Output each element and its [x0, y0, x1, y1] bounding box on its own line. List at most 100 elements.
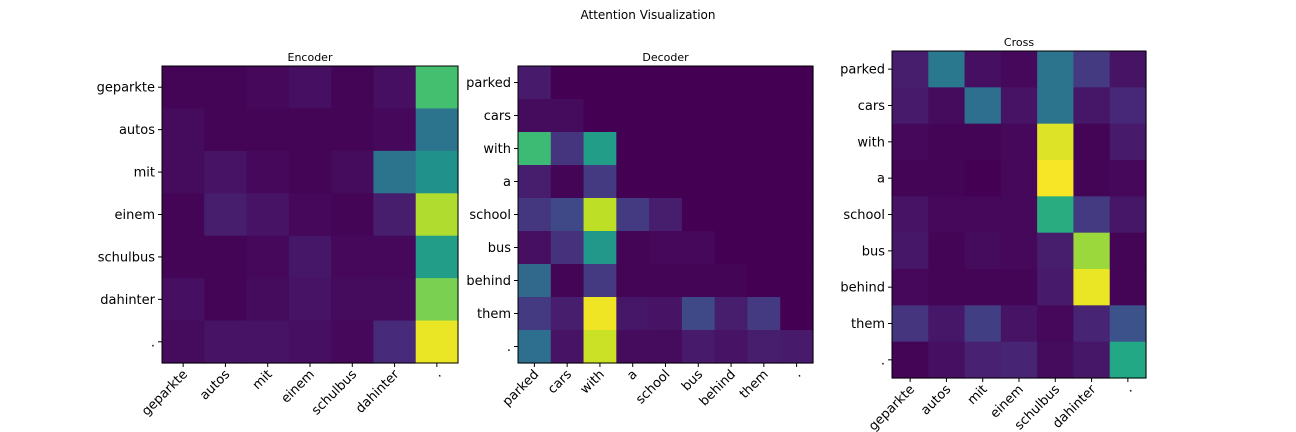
heatmap-cell: [714, 198, 749, 232]
x-tick-label: .: [431, 367, 445, 381]
heatmap-cell: [892, 232, 929, 270]
x-tick-label: geparkte: [866, 382, 918, 432]
encoder-heatmap: Encodergeparkteautosmiteinemschulbusdahi…: [97, 51, 459, 419]
heatmap-cell: [1000, 160, 1038, 197]
heatmap-cell: [162, 320, 205, 364]
heatmap-cell: [204, 108, 248, 152]
heatmap-cell: [288, 193, 332, 237]
heatmap-cell: [780, 297, 814, 331]
heatmap-cell: [518, 330, 552, 364]
heatmap-cell: [964, 196, 1002, 234]
heatmap-cell: [162, 235, 205, 279]
heatmap-cell: [1109, 87, 1147, 125]
heatmap-cell: [780, 132, 814, 166]
heatmap-cell: [1000, 87, 1038, 125]
heatmap-cell: [550, 66, 585, 100]
y-tick-label: school: [469, 208, 511, 223]
heatmap-cell: [550, 297, 585, 331]
heatmap-cell: [204, 278, 248, 322]
heatmap-cell: [747, 231, 781, 265]
heatmap-cell: [204, 66, 248, 110]
heatmap-cell: [1037, 269, 1075, 306]
heatmap-cell: [714, 297, 749, 331]
heatmap-cell: [964, 123, 1002, 161]
y-tick-label: schulbus: [98, 250, 156, 265]
heatmap-cell: [964, 305, 1002, 343]
heatmap-cell: [550, 132, 585, 166]
heatmap-cell: [1109, 305, 1147, 343]
heatmap-cell: [550, 198, 585, 232]
y-tick-label: them: [851, 317, 885, 332]
heatmap-cell: [246, 320, 290, 364]
heatmap-cell: [681, 165, 716, 199]
heatmap-cell: [649, 66, 683, 100]
heatmap-cell: [518, 165, 552, 199]
heatmap-cell: [1000, 196, 1038, 234]
heatmap-cell: [1000, 341, 1038, 379]
heatmap-cell: [780, 66, 814, 100]
heatmap-cell: [964, 232, 1002, 270]
y-tick-label: .: [507, 340, 511, 355]
heatmap-cell: [1000, 232, 1038, 270]
figure-title: Attention Visualization: [581, 8, 716, 22]
y-tick-label: .: [881, 353, 885, 368]
heatmap-cell: [928, 160, 966, 197]
heatmap-cell: [616, 264, 650, 298]
heatmap-cell: [246, 150, 290, 194]
heatmap-cell: [747, 198, 781, 232]
x-tick-label: behind: [697, 367, 739, 409]
heatmap-cell: [583, 330, 617, 364]
y-tick-label: einem: [114, 208, 155, 223]
heatmap-cell: [518, 264, 552, 298]
y-tick-label: bus: [488, 241, 511, 256]
heatmap-cell: [1073, 196, 1111, 234]
heatmap-cell: [1073, 341, 1111, 379]
x-tick-label: autos: [918, 382, 954, 418]
heatmap-cell: [518, 231, 552, 265]
heatmap-cell: [649, 198, 683, 232]
heatmap-cell: [780, 330, 814, 364]
x-tick-label: schulbus: [309, 367, 360, 418]
y-tick-label: autos: [119, 123, 155, 138]
y-tick-label: school: [843, 208, 885, 223]
heatmap-cell: [204, 150, 248, 194]
heatmap-cell: [714, 264, 749, 298]
y-tick-label: a: [877, 172, 885, 187]
heatmap-cell: [331, 320, 375, 364]
heatmap-cell: [1073, 160, 1111, 197]
heatmap-cell: [616, 231, 650, 265]
heatmap-cell: [681, 198, 716, 232]
heatmap-cell: [583, 231, 617, 265]
heatmap-cell: [1109, 123, 1147, 161]
x-tick-label: autos: [197, 367, 233, 403]
heatmap-cell: [1073, 232, 1111, 270]
heatmap-cell: [1037, 87, 1075, 125]
heatmap-cell: [162, 108, 205, 152]
y-tick-label: behind: [840, 281, 885, 296]
heatmap-cell: [583, 99, 617, 133]
heatmap-cell: [288, 278, 332, 322]
heatmap-cell: [288, 320, 332, 364]
heatmap-cell: [246, 278, 290, 322]
heatmap-cell: [331, 150, 375, 194]
panel-title: Encoder: [288, 51, 333, 64]
heatmap-cell: [892, 87, 929, 125]
heatmap-cell: [373, 235, 417, 279]
heatmap-cell: [964, 51, 1002, 88]
y-tick-label: with: [857, 135, 885, 150]
y-tick-label: cars: [858, 99, 885, 114]
heatmap-cell: [162, 278, 205, 322]
heatmap-cell: [1037, 232, 1075, 270]
heatmap-cell: [780, 198, 814, 232]
heatmap-cell: [649, 99, 683, 133]
heatmap-cell: [373, 108, 417, 152]
x-tick-label: with: [578, 367, 608, 397]
heatmap-cell: [714, 99, 749, 133]
heatmap-cell: [747, 264, 781, 298]
heatmap-cell: [714, 66, 749, 100]
heatmap-cell: [1037, 341, 1075, 379]
heatmap-cell: [649, 132, 683, 166]
x-tick-label: mit: [250, 367, 276, 393]
y-tick-label: with: [483, 142, 511, 157]
